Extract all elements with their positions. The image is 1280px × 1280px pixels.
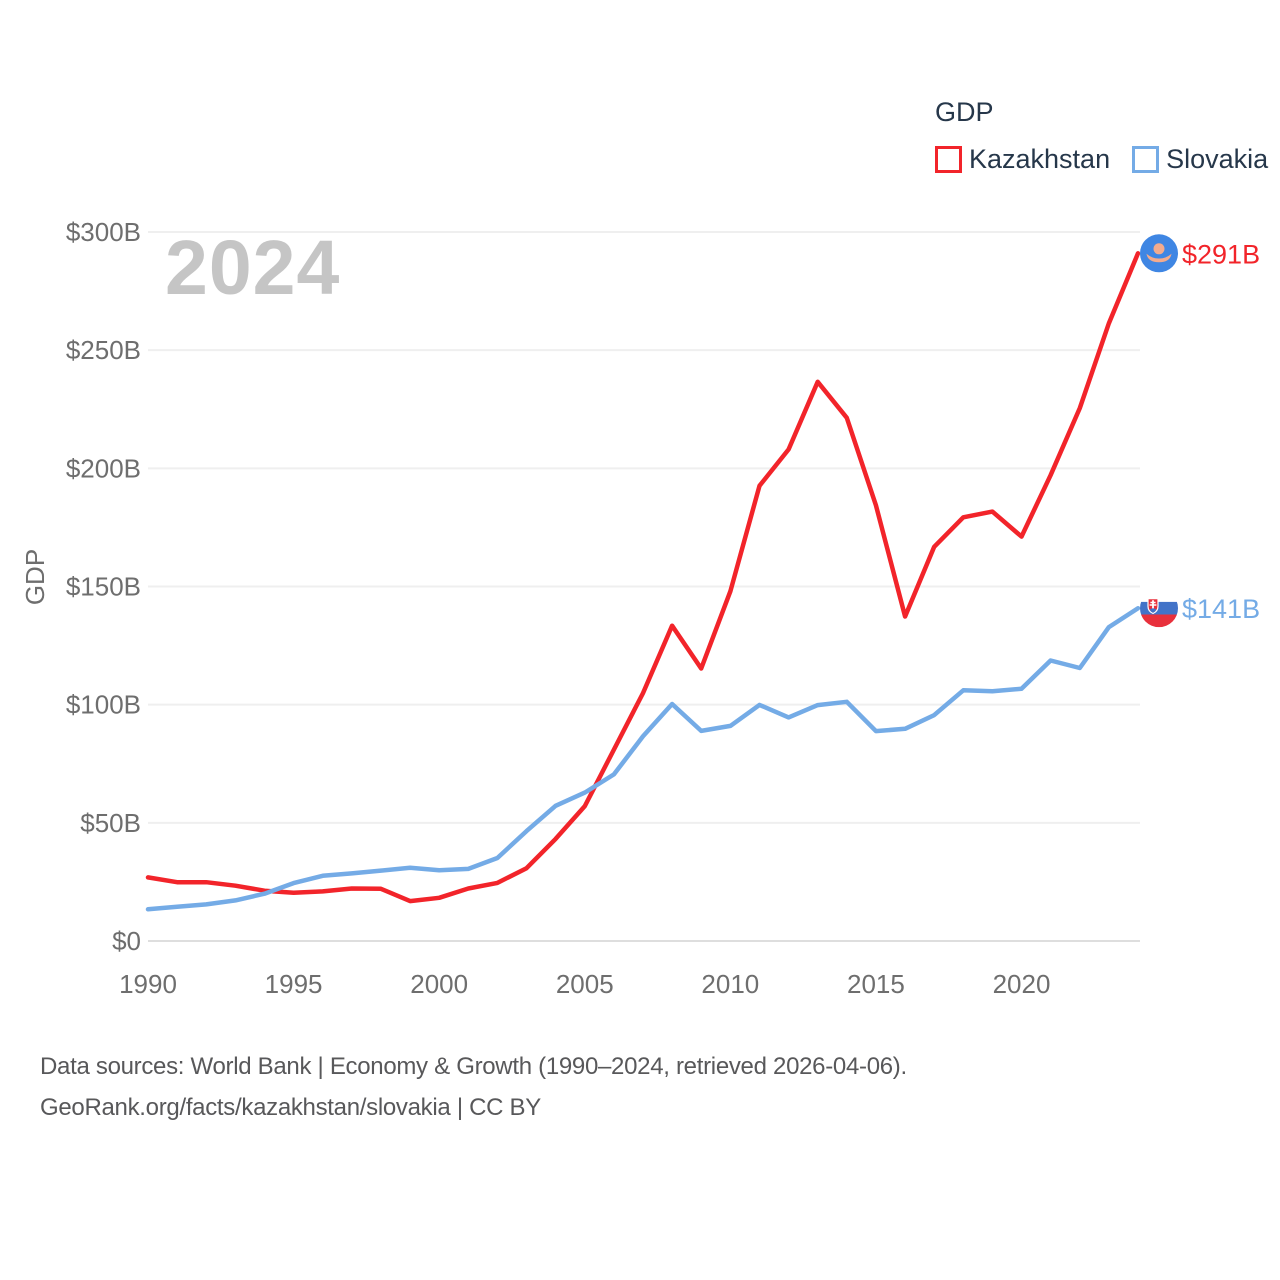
- chart-legend: GDP Kazakhstan Slovakia: [935, 97, 1268, 175]
- legend-item-slovakia[interactable]: Slovakia: [1132, 144, 1268, 175]
- kazakhstan-swatch: [935, 146, 962, 173]
- source-attribution: Data sources: World Bank | Economy & Gro…: [40, 1046, 907, 1128]
- x-tick-label: 2010: [701, 969, 759, 999]
- kazakhstan-flag-icon: [1140, 234, 1178, 273]
- y-axis-title: GDP: [20, 549, 50, 605]
- x-tick-label: 2015: [847, 969, 905, 999]
- chart-canvas[interactable]: $0 $50B $100B $150B $200B $250B $300B 1990 1995…: [0, 0, 1280, 1030]
- legend-title: GDP: [935, 97, 994, 127]
- series-line-kazakhstan[interactable]: [145, 251, 1141, 904]
- y-tick-label: $0: [112, 926, 141, 956]
- slovakia-swatch: [1132, 146, 1160, 173]
- footer-line-2: GeoRank.org/facts/kazakhstan/slovakia | …: [40, 1094, 541, 1121]
- y-tick-labels: $0 $50B $100B $150B $200B $250B $300B: [66, 217, 141, 956]
- slovakia-end-label: $141B: [1182, 594, 1260, 624]
- x-tick-label: 2020: [993, 969, 1051, 999]
- x-tick-labels: 1990 1995 2000 2005 2010 2015 2020: [119, 969, 1050, 999]
- series-line-slovakia[interactable]: [145, 605, 1141, 912]
- x-tick-label: 1990: [119, 969, 177, 999]
- x-tick-label: 1995: [265, 969, 323, 999]
- x-tick-label: 2005: [556, 969, 614, 999]
- y-tick-label: $50B: [80, 808, 141, 838]
- legend-item-label: Kazakhstan: [969, 144, 1111, 174]
- x-tick-label: 2000: [410, 969, 468, 999]
- legend-item-label: Slovakia: [1166, 144, 1269, 174]
- footer-line-1: Data sources: World Bank | Economy & Gro…: [40, 1053, 907, 1080]
- y-tick-label: $250B: [66, 335, 141, 365]
- series-lines[interactable]: [145, 251, 1141, 912]
- slovakia-flag-icon: [1140, 589, 1178, 628]
- gridlines: [148, 231, 1140, 942]
- y-tick-label: $100B: [66, 690, 141, 720]
- y-tick-label: $300B: [66, 217, 141, 247]
- y-tick-label: $200B: [66, 453, 141, 483]
- legend-item-kazakhstan[interactable]: Kazakhstan: [935, 144, 1110, 175]
- kazakhstan-end-label: $291B: [1182, 239, 1260, 269]
- year-watermark: 2024: [165, 225, 341, 311]
- legend-items: Kazakhstan Slovakia: [935, 144, 1268, 175]
- y-tick-label: $150B: [66, 572, 141, 602]
